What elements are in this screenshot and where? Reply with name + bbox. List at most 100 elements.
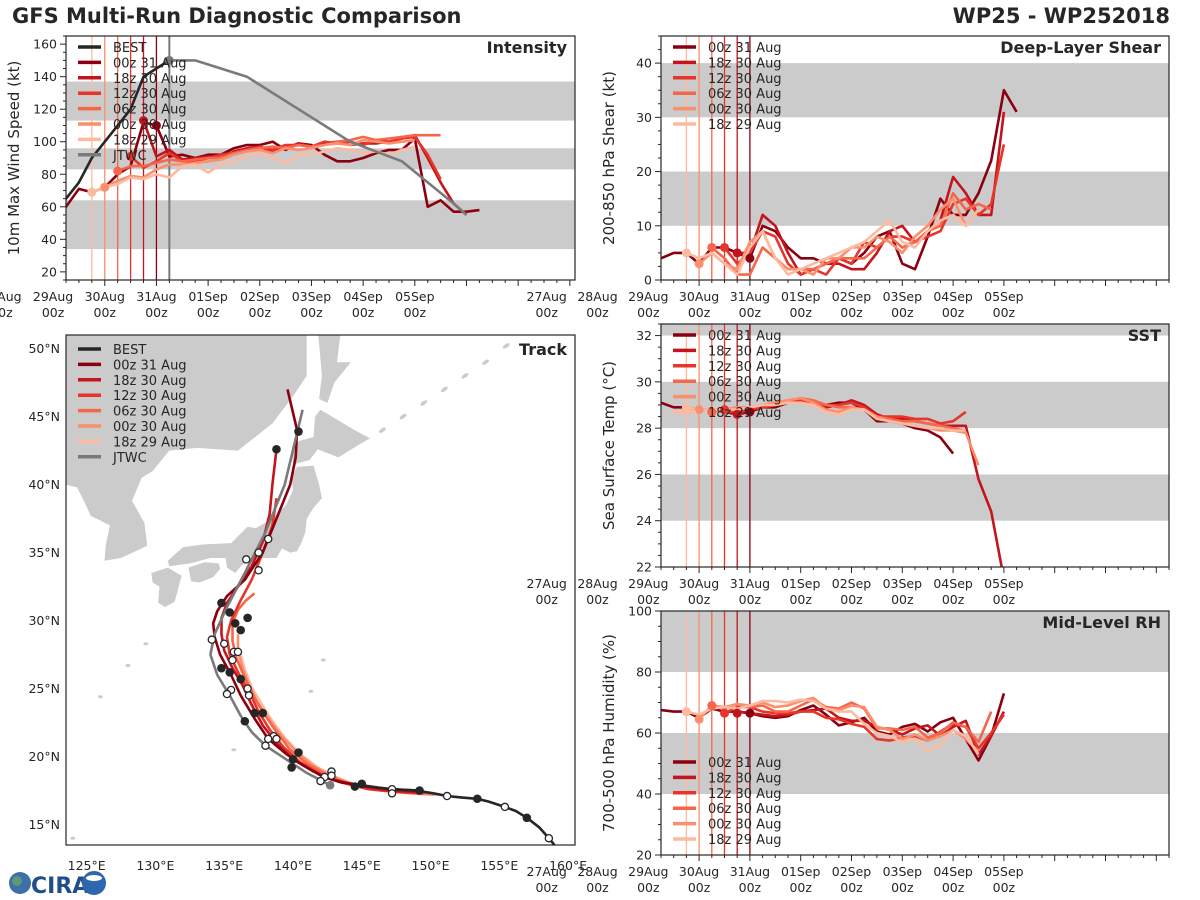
x-tick-label: 04Sep: [343, 289, 383, 304]
legend-label: 06z 30 Aug: [708, 87, 782, 102]
kuril-island: [399, 413, 407, 420]
x-tick-label-hour: 00z: [637, 305, 660, 320]
panel-title: SST: [1128, 326, 1161, 345]
y-tick-label: 25°N: [28, 681, 60, 696]
x-tick-label-hour: 00z: [739, 305, 762, 320]
x-tick-label-hour: 00z: [688, 880, 711, 895]
y-tick-label: 15°N: [28, 817, 60, 832]
y-tick-label: 26: [636, 467, 652, 482]
x-tick-label: 02Sep: [240, 289, 280, 304]
init-marker-06z-30-aug: [707, 701, 717, 711]
series-00z-30-aug: [698, 696, 980, 753]
legend-label: 12z 30 Aug: [113, 87, 187, 102]
track-point-open: [316, 776, 325, 786]
legend-label: 12z 30 Aug: [708, 360, 782, 375]
track-point-open: [261, 741, 270, 750]
legend-label: 18z 29 Aug: [708, 406, 782, 421]
track-point-filled: [350, 782, 360, 791]
legend-label: 18z 30 Aug: [708, 771, 782, 786]
small-island: [231, 748, 237, 752]
legend-label: 00z 30 Aug: [113, 118, 187, 133]
legend-label: 00z 31 Aug: [708, 756, 782, 771]
x-tick-label-hour: 00z: [891, 880, 914, 895]
legend-label: 00z 30 Aug: [708, 103, 782, 118]
track-point-open: [272, 734, 281, 744]
x-tick-label-hour: 00z: [352, 305, 375, 320]
series-00z-31-aug: [661, 693, 1006, 762]
x-tick-label: 02Sep: [832, 289, 872, 304]
x-tick-label: 03Sep: [883, 864, 923, 879]
shaded-band: [661, 733, 1169, 794]
track-point-filled: [357, 779, 367, 789]
track-point-filled: [415, 786, 424, 795]
kuril-island: [482, 359, 490, 365]
series-00z-31-aug: [66, 120, 480, 213]
x-tick-label-hour: 00z: [535, 592, 558, 607]
legend-label: 12z 30 Aug: [113, 389, 187, 404]
track-point-open: [263, 534, 273, 544]
small-island: [70, 836, 76, 840]
track-point-filled: [287, 763, 296, 772]
storm-id: WP25 - WP252018: [952, 4, 1170, 28]
init-marker-18z-30-aug: [732, 409, 742, 419]
track-point-open: [327, 771, 336, 780]
y-tick-label: 40: [41, 232, 57, 247]
y-tick-label: 20: [636, 848, 652, 863]
init-marker-jtwc: [164, 55, 174, 65]
small-island: [125, 663, 131, 668]
y-tick-label: 30°N: [28, 613, 60, 628]
panel-title: Track: [519, 340, 567, 359]
x-tick-label-hour: 00z: [637, 592, 660, 607]
x-tick-label-hour: 00z: [404, 305, 427, 320]
track-point-filled: [217, 663, 226, 673]
series-18z-29-aug: [686, 401, 966, 432]
track-point-open: [263, 734, 273, 744]
track-point-filled: [225, 667, 235, 677]
small-island: [320, 658, 326, 662]
panel-title: Deep-Layer Shear: [1000, 38, 1161, 57]
legend-label: 18z 30 Aug: [113, 374, 187, 389]
series-18z-30-aug: [737, 111, 1006, 276]
track-point-filled: [217, 598, 226, 608]
x-tick-label: 30Aug: [679, 864, 719, 879]
y-tick-label: 22: [636, 560, 652, 575]
x-tick-label: 05Sep: [984, 289, 1024, 304]
x-tick-label: 01Sep: [781, 576, 821, 591]
track-point-filled: [473, 794, 482, 804]
legend-label: 18z 29 Aug: [708, 118, 782, 133]
x-tick-label: 31Aug: [136, 289, 176, 304]
legend-label: 18z 29 Aug: [113, 133, 187, 148]
cloud-shape: [86, 875, 102, 881]
legend-label: 06z 30 Aug: [708, 802, 782, 817]
x-tick-label-hour: 00z: [942, 592, 965, 607]
y-tick-label: 45°N: [28, 409, 60, 424]
x-tick-label: 29Aug: [628, 289, 668, 304]
track-point-filled: [272, 444, 281, 454]
x-tick-label: 05Sep: [984, 864, 1024, 879]
shaded-band: [661, 171, 1169, 226]
legend-label: 06z 30 Aug: [113, 405, 187, 420]
track-point-filled: [294, 427, 303, 436]
x-tick-label-hour: 00z: [300, 305, 323, 320]
y-tick-label: 20: [636, 164, 652, 179]
logo-text: CIRA: [31, 874, 89, 898]
init-marker-00z-30-aug: [694, 714, 704, 724]
track-point-open: [244, 691, 254, 700]
y-axis-label: Sea Surface Temp (°C): [600, 361, 618, 530]
track-point-open: [243, 684, 252, 693]
y-tick-label: 28: [636, 421, 652, 436]
y-tick-label: 60: [636, 726, 652, 741]
series-06z-30-aug: [710, 191, 992, 276]
y-tick-label: 40: [636, 787, 652, 802]
x-tick-label-hour: 00z: [637, 880, 660, 895]
x-tick-label-hour: 00z: [789, 592, 812, 607]
track-06z-30-aug: [231, 592, 431, 795]
series-00z-30-aug: [698, 197, 980, 276]
x-tick-label: 03Sep: [883, 289, 923, 304]
legend-label: 00z 30 Aug: [708, 391, 782, 406]
x-tick-label-hour: 00z: [993, 880, 1016, 895]
x-tick-label: 28Aug: [577, 864, 617, 879]
init-marker-18z-29-aug: [681, 248, 691, 258]
